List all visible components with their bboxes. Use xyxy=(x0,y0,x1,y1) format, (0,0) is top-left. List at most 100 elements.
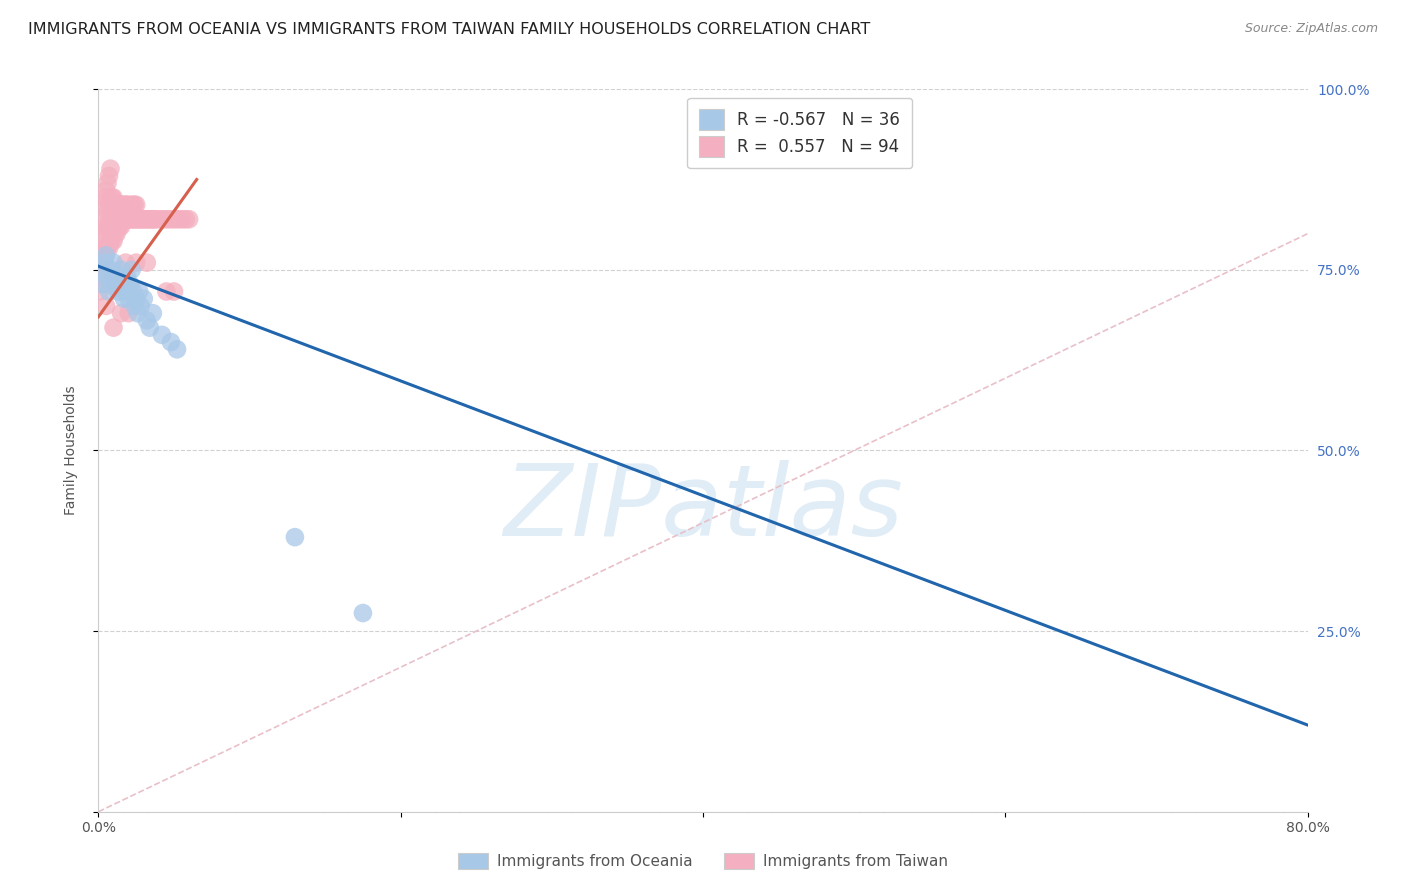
Point xyxy=(96,176,118,190)
Point xyxy=(94,183,117,197)
Point xyxy=(100,262,122,277)
Point xyxy=(103,212,125,227)
Point xyxy=(98,219,121,234)
Point xyxy=(94,248,117,262)
Point xyxy=(94,299,117,313)
Point xyxy=(166,343,188,357)
Point xyxy=(352,606,374,620)
Point xyxy=(103,255,125,269)
Point xyxy=(101,234,124,248)
Point xyxy=(107,198,129,212)
Point xyxy=(124,212,146,227)
Point xyxy=(120,277,142,292)
Point xyxy=(132,212,155,227)
Point xyxy=(172,212,194,227)
Point xyxy=(125,255,148,269)
Point xyxy=(101,191,124,205)
Point xyxy=(98,169,121,183)
Point xyxy=(129,212,152,227)
Point xyxy=(160,212,183,227)
Text: IMMIGRANTS FROM OCEANIA VS IMMIGRANTS FROM TAIWAN FAMILY HOUSEHOLDS CORRELATION : IMMIGRANTS FROM OCEANIA VS IMMIGRANTS FR… xyxy=(28,22,870,37)
Legend: R = -0.567   N = 36, R =  0.557   N = 94: R = -0.567 N = 36, R = 0.557 N = 94 xyxy=(688,97,912,169)
Point xyxy=(163,212,186,227)
Point xyxy=(174,212,197,227)
Point xyxy=(142,212,165,227)
Point xyxy=(93,191,115,205)
Text: Source: ZipAtlas.com: Source: ZipAtlas.com xyxy=(1244,22,1378,36)
Point xyxy=(153,212,176,227)
Point xyxy=(108,219,131,234)
Point xyxy=(90,270,112,285)
Point xyxy=(104,227,127,241)
Point xyxy=(90,241,112,255)
Point xyxy=(108,270,131,285)
Point xyxy=(98,241,121,255)
Point xyxy=(114,285,136,299)
Point xyxy=(110,262,132,277)
Point xyxy=(114,198,136,212)
Point xyxy=(148,212,170,227)
Point xyxy=(96,227,118,241)
Point xyxy=(112,212,135,227)
Point xyxy=(93,219,115,234)
Point xyxy=(94,212,117,227)
Point xyxy=(124,299,146,313)
Point xyxy=(91,198,114,212)
Point xyxy=(118,306,141,320)
Point xyxy=(125,292,148,306)
Point xyxy=(105,198,128,212)
Point xyxy=(100,161,122,176)
Point xyxy=(112,198,135,212)
Point xyxy=(111,198,134,212)
Point xyxy=(105,277,128,292)
Point xyxy=(115,270,138,285)
Point xyxy=(105,277,128,292)
Point xyxy=(104,205,127,219)
Point xyxy=(101,277,124,292)
Point xyxy=(135,255,157,269)
Point xyxy=(118,292,141,306)
Point xyxy=(124,198,146,212)
Point xyxy=(128,285,150,299)
Point xyxy=(125,198,148,212)
Point xyxy=(125,212,148,227)
Point xyxy=(179,212,201,227)
Point xyxy=(136,212,159,227)
Point xyxy=(131,212,153,227)
Point xyxy=(114,255,136,269)
Point xyxy=(96,241,118,255)
Point xyxy=(121,262,143,277)
Point xyxy=(135,212,157,227)
Point xyxy=(160,334,183,349)
Point xyxy=(93,255,115,269)
Point xyxy=(91,277,114,292)
Point xyxy=(96,205,118,219)
Point xyxy=(103,191,125,205)
Point xyxy=(90,262,112,277)
Point xyxy=(155,285,177,299)
Text: ZIPatlas: ZIPatlas xyxy=(503,459,903,557)
Point xyxy=(108,198,131,212)
Point xyxy=(118,198,141,212)
Point xyxy=(103,320,125,334)
Point xyxy=(142,306,165,320)
Point xyxy=(122,212,145,227)
Point xyxy=(115,198,138,212)
Point xyxy=(129,299,152,313)
Point xyxy=(111,212,134,227)
Point xyxy=(91,255,114,269)
Point xyxy=(114,212,136,227)
Point xyxy=(150,212,173,227)
Point xyxy=(100,234,122,248)
Point xyxy=(110,198,132,212)
Point xyxy=(110,306,132,320)
Point xyxy=(132,292,155,306)
Point xyxy=(143,212,166,227)
Point xyxy=(101,212,124,227)
Point xyxy=(107,219,129,234)
Point xyxy=(284,530,307,544)
Point xyxy=(134,212,156,227)
Point xyxy=(127,306,149,320)
Point xyxy=(110,219,132,234)
Point xyxy=(103,234,125,248)
